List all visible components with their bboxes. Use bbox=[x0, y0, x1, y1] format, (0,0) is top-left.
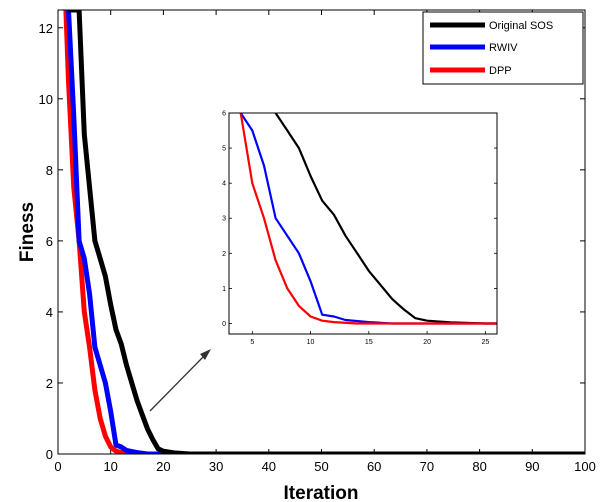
inset-tick-labels: 5 10 15 20 25 0 1 2 3 4 5 6 bbox=[222, 111, 489, 347]
inset-x-tick-label: 5 bbox=[250, 339, 254, 346]
zoom-arrow bbox=[149, 349, 211, 412]
inset-y-tick-label: 1 bbox=[222, 286, 226, 293]
y-axis-label: Finess bbox=[17, 202, 38, 262]
inset-series bbox=[239, 113, 497, 325]
legend-label-rwiv: RWIV bbox=[489, 42, 518, 54]
plot-frame bbox=[57, 9, 586, 455]
legend-label-dpp: DPP bbox=[489, 65, 512, 77]
inset-y-tick-label: 3 bbox=[222, 216, 226, 223]
inset-y-tick-label: 2 bbox=[222, 251, 226, 258]
inset-chart: 5 10 15 20 25 0 1 2 3 4 5 6 bbox=[222, 111, 498, 347]
y-tick-label: 8 bbox=[46, 163, 53, 178]
y-tick-label: 6 bbox=[46, 234, 53, 249]
inset-background bbox=[229, 113, 497, 334]
inset-x-tick-label: 25 bbox=[481, 339, 489, 346]
inset-y-tick-label: 6 bbox=[222, 111, 226, 118]
y-tick-label: 0 bbox=[46, 447, 53, 462]
y-tick-label: 12 bbox=[39, 21, 53, 36]
x-tick-label: 0 bbox=[54, 459, 61, 474]
x-tick-label: 70 bbox=[420, 459, 434, 474]
inset-series-line-original-sos bbox=[274, 113, 497, 325]
x-tick-label: 50 bbox=[314, 459, 328, 474]
inset-series-line-rwiv bbox=[239, 113, 497, 325]
inset-x-tick-label: 10 bbox=[307, 339, 315, 346]
x-tick-label: 30 bbox=[209, 459, 223, 474]
y-tick-label: 10 bbox=[39, 92, 53, 107]
x-tick-label: 10 bbox=[103, 459, 117, 474]
x-tick-label: 90 bbox=[525, 459, 539, 474]
x-axis-label: Iteration bbox=[284, 483, 359, 502]
inset-frame bbox=[228, 112, 498, 335]
x-tick-label: 80 bbox=[472, 459, 486, 474]
x-tick-label: 100 bbox=[574, 459, 596, 474]
x-tick-label: 60 bbox=[367, 459, 381, 474]
y-tick-label: 2 bbox=[46, 376, 53, 391]
inset-series-line-dpp bbox=[239, 113, 497, 325]
x-tick-label: 20 bbox=[156, 459, 170, 474]
inset-y-tick-label: 5 bbox=[222, 146, 226, 153]
legend-label-original-sos: Original SOS bbox=[489, 20, 553, 32]
inset-x-tick-label: 20 bbox=[423, 339, 431, 346]
series-line-rwiv bbox=[66, 10, 375, 454]
series-line-original-sos bbox=[68, 10, 585, 454]
inset-y-tick-label: 0 bbox=[222, 321, 226, 328]
y-tick-label: 4 bbox=[46, 305, 53, 320]
inset-x-tick-label: 15 bbox=[365, 339, 373, 346]
inset-y-tick-label: 4 bbox=[222, 181, 226, 188]
x-tick-label: 40 bbox=[262, 459, 276, 474]
legend: Original SOS RWIV DPP bbox=[422, 11, 584, 85]
